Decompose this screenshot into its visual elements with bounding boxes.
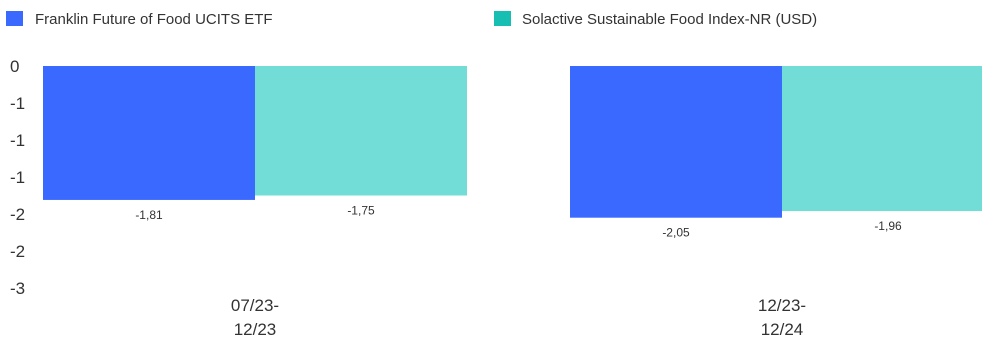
legend-label-series-1: Franklin Future of Food UCITS ETF xyxy=(35,11,273,28)
bar-series-1-category-2 xyxy=(570,66,782,218)
bars: -1,81 -1,75 -2,05 -1,96 xyxy=(43,66,982,240)
bar-series-2-category-1 xyxy=(255,66,467,196)
y-tick-label: -1 xyxy=(10,168,25,187)
bar-series-1-category-1 xyxy=(43,66,255,200)
y-tick-label: -2 xyxy=(10,205,25,224)
x-category-label: 07/23-12/23 xyxy=(231,296,279,339)
bar-series-2-category-2 xyxy=(782,66,982,212)
legend-label-series-2: Solactive Sustainable Food Index-NR (USD… xyxy=(522,11,817,28)
y-axis: 0 -1 -1 -1 -2 -2 -3 xyxy=(10,57,25,298)
y-tick-label: 0 xyxy=(10,57,19,76)
x-axis: 07/23-12/23 12/23-12/24 xyxy=(231,296,806,339)
legend-marker-series-2 xyxy=(494,11,511,26)
y-tick-label: -3 xyxy=(10,279,25,298)
y-tick-label: -1 xyxy=(10,131,25,150)
y-tick-label: -1 xyxy=(10,94,25,113)
data-label: -1,75 xyxy=(347,204,375,218)
data-label: -1,96 xyxy=(874,219,902,233)
y-tick-label: -2 xyxy=(10,242,25,261)
x-category-label: 12/23-12/24 xyxy=(758,296,806,339)
legend-marker-series-1 xyxy=(6,11,23,26)
legend: Franklin Future of Food UCITS ETF Solact… xyxy=(6,11,817,28)
data-label: -2,05 xyxy=(662,226,690,240)
data-label: -1,81 xyxy=(135,208,163,222)
